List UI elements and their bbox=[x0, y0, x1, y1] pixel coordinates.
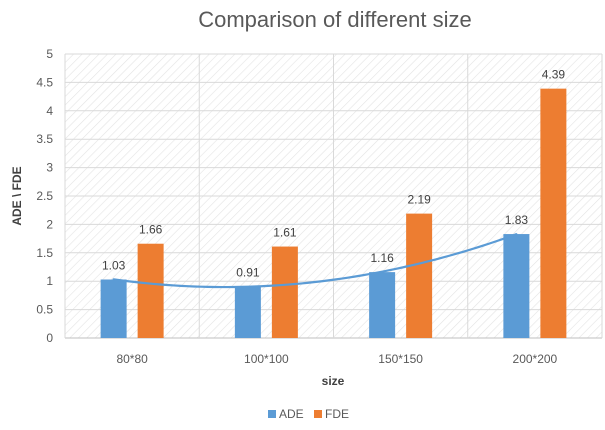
bar-fde bbox=[137, 243, 164, 338]
y-axis-title: ADE \ FDE bbox=[10, 166, 24, 225]
x-tick-label: 150*150 bbox=[378, 352, 423, 366]
y-tick-label: 2.5 bbox=[36, 189, 53, 203]
chart-title: Comparison of different size bbox=[198, 7, 472, 32]
data-label-fde: 1.66 bbox=[139, 223, 163, 237]
bar-fde bbox=[271, 246, 298, 338]
bar-fde bbox=[540, 88, 567, 338]
y-tick-label: 4.5 bbox=[36, 75, 53, 89]
legend-swatch-fde bbox=[314, 410, 322, 418]
bar-ade bbox=[100, 279, 127, 338]
legend-swatch-ade bbox=[268, 410, 276, 418]
bar-ade bbox=[503, 234, 530, 338]
data-label-ade: 1.83 bbox=[505, 213, 529, 227]
y-tick-label: 4 bbox=[46, 104, 53, 118]
y-tick-label: 3.5 bbox=[36, 132, 53, 146]
bar-ade bbox=[369, 272, 396, 338]
data-label-ade: 0.91 bbox=[236, 265, 260, 279]
y-tick-label: 0.5 bbox=[36, 303, 53, 317]
y-tick-label: 0 bbox=[46, 331, 53, 345]
legend-label-ade: ADE bbox=[279, 407, 304, 421]
data-label-ade: 1.03 bbox=[102, 258, 126, 272]
legend-label-fde: FDE bbox=[325, 407, 349, 421]
data-label-fde: 2.19 bbox=[407, 193, 431, 207]
x-axis-title: size bbox=[322, 374, 345, 388]
y-tick-label: 2 bbox=[46, 217, 53, 231]
data-label-fde: 4.39 bbox=[542, 68, 566, 82]
y-tick-label: 1.5 bbox=[36, 246, 53, 260]
x-tick-label: 200*200 bbox=[513, 352, 558, 366]
data-label-ade: 1.16 bbox=[370, 251, 394, 265]
y-tick-label: 5 bbox=[46, 47, 53, 61]
y-tick-label: 1 bbox=[46, 274, 53, 288]
bar-fde bbox=[406, 213, 433, 338]
data-label-fde: 1.61 bbox=[273, 226, 297, 240]
legend: ADE FDE bbox=[268, 407, 349, 421]
trendline-ade bbox=[112, 233, 518, 289]
y-tick-label: 3 bbox=[46, 161, 53, 175]
x-tick-label: 100*100 bbox=[244, 352, 289, 366]
bar-ade bbox=[234, 286, 261, 338]
x-tick-label: 80*80 bbox=[116, 352, 148, 366]
